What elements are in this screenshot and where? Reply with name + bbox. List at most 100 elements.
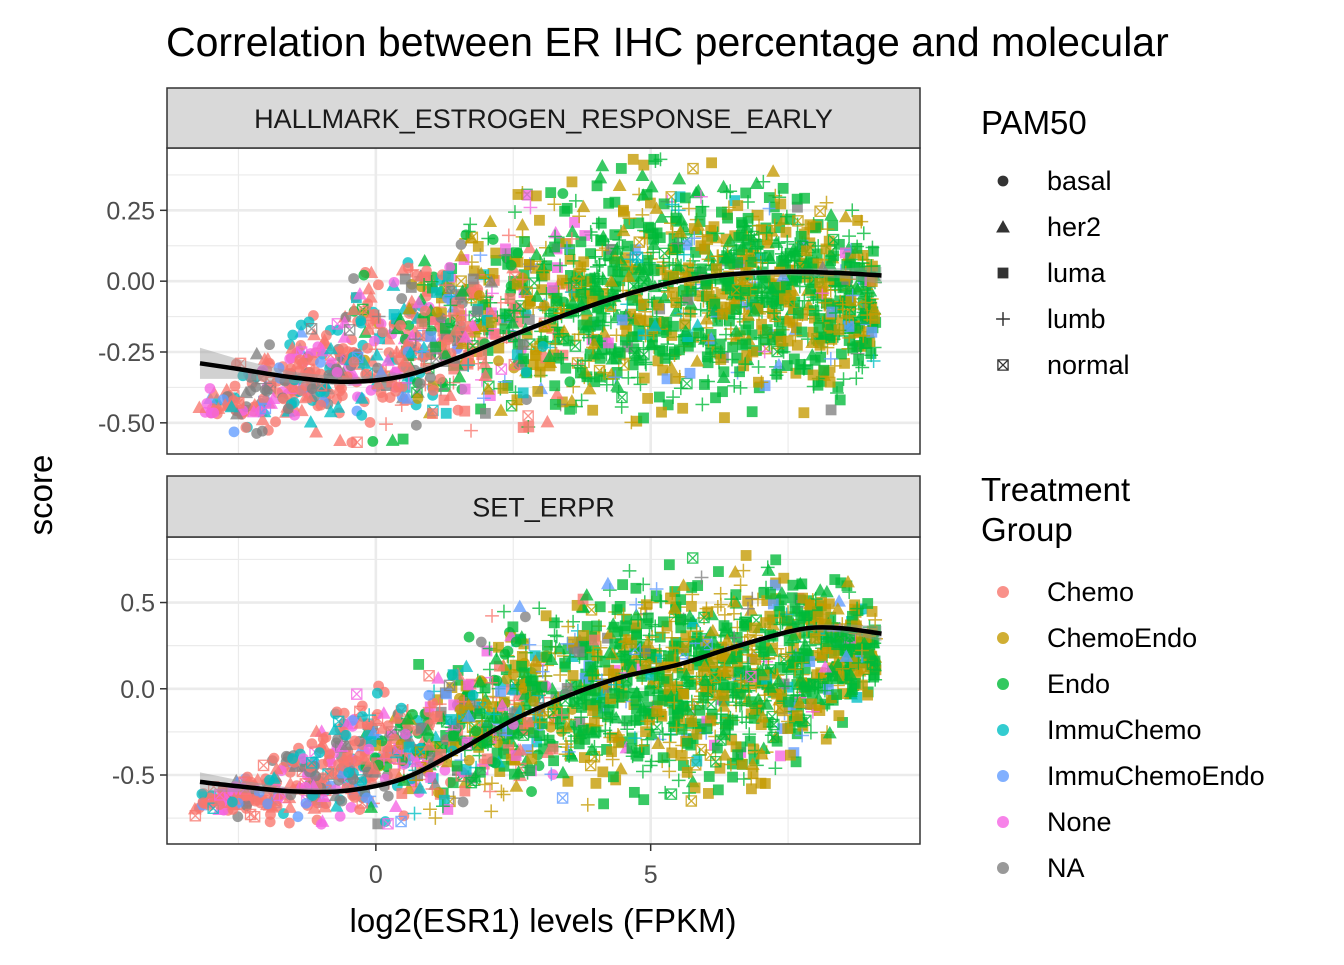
data-point [686, 582, 698, 593]
data-point [454, 249, 469, 262]
data-point [831, 639, 843, 651]
data-point [804, 219, 816, 231]
data-point [745, 757, 760, 770]
data-point [586, 295, 598, 307]
data-point [740, 665, 752, 677]
data-point [361, 281, 376, 295]
legend-label-chemoendo: ChemoEndo [1047, 623, 1197, 653]
data-point [420, 723, 435, 736]
data-point [631, 612, 645, 627]
data-point [463, 679, 474, 691]
data-point [669, 720, 684, 735]
data-point [556, 792, 569, 804]
data-point [706, 708, 718, 720]
data-point [435, 748, 447, 760]
data-point [778, 646, 793, 661]
data-point [630, 582, 642, 594]
data-point [461, 698, 476, 711]
data-point [511, 349, 523, 361]
data-point [660, 285, 675, 299]
data-point [502, 645, 514, 657]
data-point [608, 771, 619, 783]
data-point [854, 262, 866, 274]
data-point [687, 162, 699, 175]
data-point [588, 249, 603, 264]
data-point [573, 268, 585, 280]
data-point [750, 283, 761, 295]
data-point [665, 197, 679, 212]
data-point [697, 659, 712, 673]
data-point [674, 213, 689, 226]
data-point [639, 744, 650, 755]
data-point [486, 701, 498, 713]
legend-key-luma [997, 267, 1009, 279]
data-point [852, 215, 864, 226]
data-point [295, 319, 307, 331]
data-point [701, 723, 713, 735]
data-point [620, 252, 631, 264]
data-point [618, 635, 633, 650]
data-point [382, 720, 394, 732]
data-point [474, 708, 486, 720]
data-point [412, 770, 424, 782]
data-point [836, 348, 847, 360]
data-point [824, 208, 838, 221]
data-point [845, 203, 860, 218]
data-point [648, 318, 662, 332]
data-point [358, 269, 370, 281]
data-point [695, 205, 707, 217]
data-point [521, 286, 533, 298]
data-point [257, 759, 270, 772]
facet-strip [166, 475, 921, 538]
data-point [636, 764, 650, 779]
data-point [620, 676, 632, 688]
data-point [866, 658, 879, 671]
data-point [645, 669, 657, 681]
data-point [283, 776, 298, 790]
data-point [732, 200, 744, 211]
data-point [703, 771, 715, 782]
data-point [266, 391, 281, 405]
data-point [596, 344, 608, 355]
data-point [657, 325, 669, 337]
data-point [455, 284, 470, 297]
data-point [630, 715, 642, 726]
data-point [864, 259, 879, 273]
data-point [461, 709, 476, 722]
data-point [856, 226, 871, 241]
data-point [741, 350, 753, 361]
data-point [336, 390, 348, 402]
data-point [757, 344, 772, 359]
data-point [796, 716, 808, 728]
data-point [493, 641, 504, 653]
data-point [807, 680, 822, 695]
data-point [706, 157, 718, 169]
data-point [667, 601, 682, 614]
data-point [723, 272, 734, 284]
data-point [560, 636, 575, 651]
data-point [730, 741, 742, 753]
data-point [560, 362, 572, 374]
data-point [340, 717, 355, 730]
data-point [658, 676, 670, 688]
data-point [542, 349, 557, 363]
data-point [557, 332, 569, 345]
data-point [552, 262, 563, 274]
data-point [619, 266, 631, 278]
data-point [397, 354, 412, 367]
data-point [841, 574, 855, 588]
data-point [485, 776, 499, 791]
data-point [413, 659, 425, 670]
data-point [715, 288, 727, 300]
data-point [700, 635, 712, 647]
data-point [504, 309, 516, 322]
data-point [457, 796, 469, 808]
data-point [799, 681, 810, 693]
data-point [522, 716, 534, 728]
data-point [678, 642, 690, 653]
data-point [627, 359, 639, 371]
legend-key-normal [997, 359, 1009, 371]
legend-label-immuchemoendo: ImmuChemoEndo [1047, 761, 1265, 791]
y-tick-label: -0.50 [98, 410, 155, 438]
data-point [728, 565, 743, 578]
